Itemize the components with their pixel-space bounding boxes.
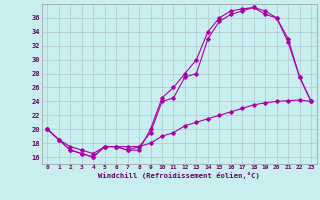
X-axis label: Windchill (Refroidissement éolien,°C): Windchill (Refroidissement éolien,°C): [98, 172, 260, 179]
